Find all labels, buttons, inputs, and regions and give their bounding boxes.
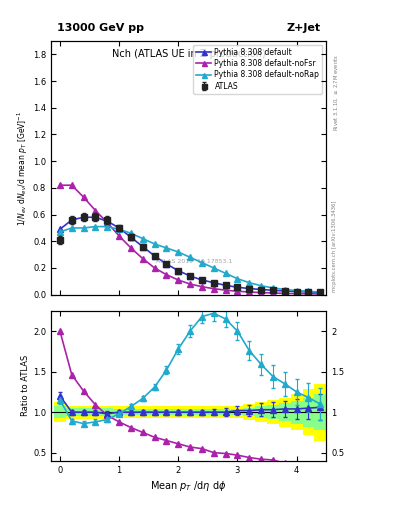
- Pythia 8.308 default-noRap: [105, 224, 110, 230]
- Pythia 8.308 default-noRap: [235, 275, 240, 282]
- Pythia 8.308 default-noFsr: [164, 271, 169, 278]
- Pythia 8.308 default-noFsr: [247, 289, 252, 295]
- Text: mcplots.cern.ch [arXiv:1306.3436]: mcplots.cern.ch [arXiv:1306.3436]: [332, 200, 337, 291]
- Text: 13000 GeV pp: 13000 GeV pp: [57, 24, 143, 33]
- Pythia 8.308 default-noFsr: [81, 194, 86, 200]
- Pythia 8.308 default: [129, 234, 133, 240]
- Pythia 8.308 default-noFsr: [176, 277, 181, 283]
- Legend: Pythia 8.308 default, Pythia 8.308 default-noFsr, Pythia 8.308 default-noRap, AT: Pythia 8.308 default, Pythia 8.308 defau…: [193, 45, 322, 94]
- Pythia 8.308 default-noRap: [318, 289, 323, 295]
- Pythia 8.308 default-noFsr: [283, 290, 287, 296]
- Pythia 8.308 default-noFsr: [211, 286, 216, 292]
- Pythia 8.308 default-noFsr: [188, 281, 193, 287]
- Pythia 8.308 default: [140, 244, 145, 250]
- Pythia 8.308 default: [259, 286, 263, 292]
- Pythia 8.308 default: [306, 289, 311, 295]
- Pythia 8.308 default-noRap: [93, 224, 98, 230]
- Pythia 8.308 default: [188, 273, 193, 279]
- Pythia 8.308 default-noFsr: [271, 290, 275, 296]
- Line: Pythia 8.308 default-noFsr: Pythia 8.308 default-noFsr: [57, 182, 323, 296]
- Pythia 8.308 default-noFsr: [117, 233, 121, 239]
- Pythia 8.308 default: [70, 217, 74, 223]
- Pythia 8.308 default: [223, 282, 228, 288]
- Pythia 8.308 default-noRap: [223, 270, 228, 276]
- Pythia 8.308 default: [58, 226, 62, 232]
- Pythia 8.308 default-noFsr: [105, 220, 110, 226]
- Pythia 8.308 default-noRap: [70, 225, 74, 231]
- Pythia 8.308 default-noFsr: [70, 182, 74, 188]
- Text: ATLAS 2019  10.17853.1: ATLAS 2019 10.17853.1: [156, 259, 232, 264]
- Pythia 8.308 default-noRap: [129, 230, 133, 237]
- Pythia 8.308 default-noFsr: [93, 207, 98, 214]
- Text: Rivet 3.1.10, $\geq$ 2.7M events: Rivet 3.1.10, $\geq$ 2.7M events: [332, 54, 340, 131]
- Pythia 8.308 default: [271, 287, 275, 293]
- Pythia 8.308 default-noRap: [200, 260, 204, 266]
- Pythia 8.308 default: [318, 289, 323, 295]
- Pythia 8.308 default-noFsr: [306, 291, 311, 297]
- Pythia 8.308 default-noRap: [211, 265, 216, 271]
- Pythia 8.308 default: [105, 218, 110, 224]
- Y-axis label: $1/N_{ev}$ d$N_{ev}$/d mean $p_{T}$ [GeV]$^{-1}$: $1/N_{ev}$ d$N_{ev}$/d mean $p_{T}$ [GeV…: [16, 110, 30, 225]
- Pythia 8.308 default-noRap: [140, 236, 145, 242]
- Pythia 8.308 default-noRap: [81, 225, 86, 231]
- Pythia 8.308 default-noRap: [164, 245, 169, 251]
- Pythia 8.308 default-noRap: [152, 241, 157, 247]
- Pythia 8.308 default-noRap: [294, 288, 299, 294]
- Pythia 8.308 default-noRap: [58, 229, 62, 235]
- Pythia 8.308 default-noFsr: [223, 287, 228, 293]
- Pythia 8.308 default-noFsr: [129, 245, 133, 251]
- X-axis label: Mean $p_{T}$ /d$\eta$ d$\phi$: Mean $p_{T}$ /d$\eta$ d$\phi$: [151, 479, 227, 493]
- Pythia 8.308 default: [247, 286, 252, 292]
- Y-axis label: Ratio to ATLAS: Ratio to ATLAS: [21, 355, 30, 416]
- Line: Pythia 8.308 default: Pythia 8.308 default: [57, 215, 323, 295]
- Pythia 8.308 default-noRap: [306, 288, 311, 294]
- Pythia 8.308 default: [152, 253, 157, 259]
- Line: Pythia 8.308 default-noRap: Pythia 8.308 default-noRap: [57, 224, 323, 295]
- Pythia 8.308 default-noFsr: [140, 255, 145, 262]
- Pythia 8.308 default-noRap: [247, 280, 252, 286]
- Pythia 8.308 default: [283, 288, 287, 294]
- Pythia 8.308 default: [211, 280, 216, 286]
- Pythia 8.308 default-noRap: [283, 286, 287, 292]
- Pythia 8.308 default-noFsr: [294, 291, 299, 297]
- Pythia 8.308 default: [81, 214, 86, 220]
- Pythia 8.308 default: [235, 284, 240, 290]
- Pythia 8.308 default-noFsr: [58, 182, 62, 188]
- Pythia 8.308 default-noFsr: [200, 284, 204, 290]
- Pythia 8.308 default-noRap: [117, 226, 121, 232]
- Pythia 8.308 default: [200, 277, 204, 283]
- Pythia 8.308 default-noFsr: [152, 265, 157, 271]
- Pythia 8.308 default-noFsr: [235, 288, 240, 294]
- Pythia 8.308 default: [117, 225, 121, 231]
- Pythia 8.308 default: [176, 268, 181, 274]
- Text: Nch (ATLAS UE in Z production): Nch (ATLAS UE in Z production): [112, 49, 266, 58]
- Pythia 8.308 default-noRap: [271, 285, 275, 291]
- Pythia 8.308 default: [294, 288, 299, 294]
- Pythia 8.308 default-noFsr: [318, 291, 323, 297]
- Pythia 8.308 default-noRap: [176, 249, 181, 255]
- Pythia 8.308 default-noFsr: [259, 289, 263, 295]
- Pythia 8.308 default-noRap: [259, 283, 263, 289]
- Pythia 8.308 default: [93, 214, 98, 220]
- Pythia 8.308 default-noRap: [188, 254, 193, 261]
- Pythia 8.308 default: [164, 261, 169, 267]
- Text: Z+Jet: Z+Jet: [286, 24, 321, 33]
